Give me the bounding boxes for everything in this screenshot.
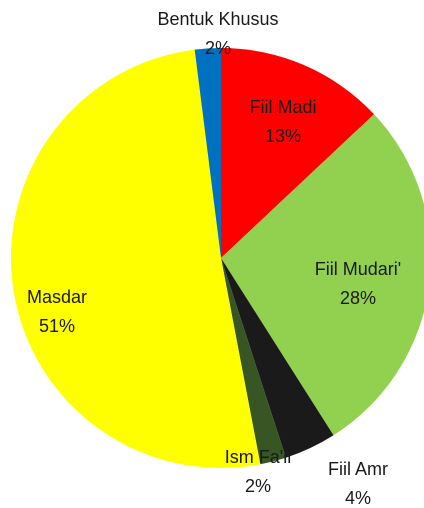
slice-label: Ism Fa'il	[225, 447, 291, 467]
pie-slice	[221, 48, 375, 258]
pie-slice	[221, 114, 424, 436]
slice-value-label: 2%	[205, 38, 231, 58]
slice-label: Fiil Madi	[249, 97, 316, 117]
slice-label: Fiil Mudari'	[315, 259, 401, 279]
slice-label: Fiil Amr	[328, 459, 388, 479]
slice-label: Masdar	[27, 287, 87, 307]
slice-label: Bentuk Khusus	[157, 9, 278, 29]
slice-value-label: 4%	[345, 488, 371, 508]
pie-slice	[221, 258, 286, 465]
pie-slice	[194, 48, 221, 258]
pie-slice	[221, 258, 334, 458]
slice-value-label: 2%	[245, 476, 271, 496]
slice-value-label: 51%	[39, 316, 75, 336]
slice-value-label: 28%	[340, 288, 376, 308]
slice-value-label: 13%	[265, 126, 301, 146]
pie-slice	[11, 49, 261, 468]
